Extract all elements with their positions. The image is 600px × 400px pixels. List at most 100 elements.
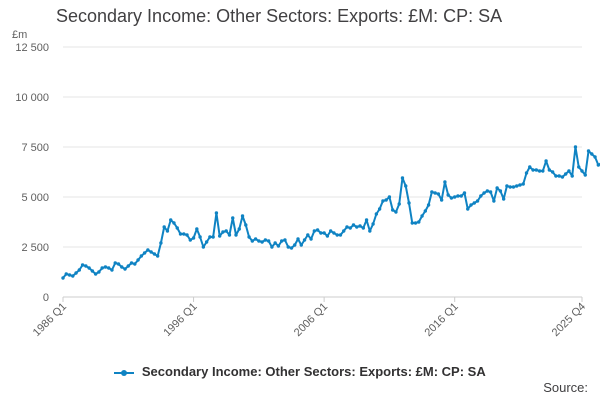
data-point	[338, 233, 343, 237]
data-point	[123, 267, 127, 271]
data-point	[296, 237, 300, 241]
data-point	[550, 170, 555, 174]
data-point	[253, 237, 258, 241]
data-point	[195, 227, 199, 231]
data-point	[90, 269, 95, 273]
data-point	[244, 223, 248, 227]
data-point	[129, 261, 134, 265]
data-point	[577, 165, 581, 169]
data-point	[136, 258, 140, 262]
data-point	[547, 168, 552, 172]
data-point	[511, 185, 516, 189]
data-point	[234, 233, 238, 237]
data-point	[276, 244, 281, 248]
data-point	[498, 189, 503, 193]
data-point	[299, 243, 303, 247]
data-point	[169, 218, 173, 222]
data-point	[528, 165, 532, 169]
data-point	[306, 233, 310, 237]
data-point	[417, 220, 421, 224]
data-point	[475, 199, 480, 203]
data-point	[377, 207, 382, 211]
data-point	[149, 250, 153, 254]
data-point	[384, 198, 388, 202]
data-point	[64, 272, 68, 276]
data-point	[397, 202, 401, 206]
data-point	[283, 238, 287, 242]
data-point	[142, 251, 147, 255]
data-point	[286, 245, 290, 249]
data-point	[263, 238, 268, 242]
data-point	[77, 268, 82, 272]
data-point	[159, 241, 163, 245]
data-point	[120, 265, 124, 269]
data-point	[482, 191, 486, 195]
data-point	[71, 274, 75, 278]
data-point	[247, 235, 251, 239]
data-point	[544, 159, 548, 163]
data-point	[462, 191, 467, 195]
data-point	[400, 176, 405, 180]
data-point	[469, 203, 473, 207]
data-point	[342, 229, 346, 233]
data-point	[573, 145, 578, 149]
data-point	[188, 238, 192, 242]
data-point	[459, 194, 463, 198]
data-point	[97, 270, 101, 274]
data-point	[453, 195, 457, 199]
data-point	[537, 169, 542, 173]
data-point	[515, 184, 519, 188]
y-axis: £m 0 2 500 5 000 7 500 10 000 12 500	[12, 29, 49, 304]
data-point	[110, 268, 114, 272]
data-point	[84, 264, 88, 268]
data-point	[280, 239, 284, 243]
data-point	[560, 175, 565, 179]
data-point	[534, 168, 538, 172]
data-point	[348, 226, 352, 230]
data-point	[309, 237, 313, 241]
data-point	[221, 230, 225, 234]
data-point	[387, 195, 392, 199]
data-point	[524, 171, 529, 175]
data-point	[165, 229, 170, 233]
data-point	[211, 235, 215, 239]
data-point	[596, 163, 600, 167]
data-point	[80, 263, 85, 267]
data-point	[583, 173, 587, 177]
x-tick-label: 1986 Q1	[31, 301, 69, 339]
data-point	[113, 261, 117, 265]
data-point	[67, 273, 72, 277]
data-point	[593, 155, 597, 159]
data-point	[178, 232, 183, 236]
data-point	[501, 197, 506, 201]
data-point	[381, 199, 385, 203]
data-point	[426, 203, 431, 207]
data-point	[293, 243, 297, 247]
legend-swatch	[114, 368, 135, 378]
data-point	[227, 233, 232, 237]
data-point	[410, 221, 414, 225]
data-point	[531, 168, 535, 172]
data-point	[100, 266, 104, 270]
data-point	[217, 234, 222, 238]
data-point	[175, 226, 179, 230]
legend: Secondary Income: Other Sectors: Exports…	[0, 364, 600, 379]
data-point	[182, 232, 186, 236]
legend-label: Secondary Income: Other Sectors: Exports…	[141, 364, 486, 379]
data-point	[374, 212, 379, 216]
data-point	[214, 211, 219, 215]
data-point	[302, 238, 307, 242]
y-tick-label: 0	[43, 292, 49, 304]
data-point	[505, 184, 509, 188]
data-point	[260, 240, 264, 244]
data-point	[495, 186, 499, 190]
y-tick-label: 12 500	[15, 42, 49, 54]
x-axis: 1986 Q1 1996 Q1 2006 Q1 2016 Q1 2025 Q4	[31, 297, 588, 339]
source-label: Source:	[543, 380, 588, 395]
data-point	[394, 210, 398, 214]
data-point	[371, 222, 375, 226]
data-point	[580, 169, 584, 173]
data-point	[87, 266, 91, 270]
data-point	[332, 231, 336, 235]
series-group	[61, 145, 600, 280]
